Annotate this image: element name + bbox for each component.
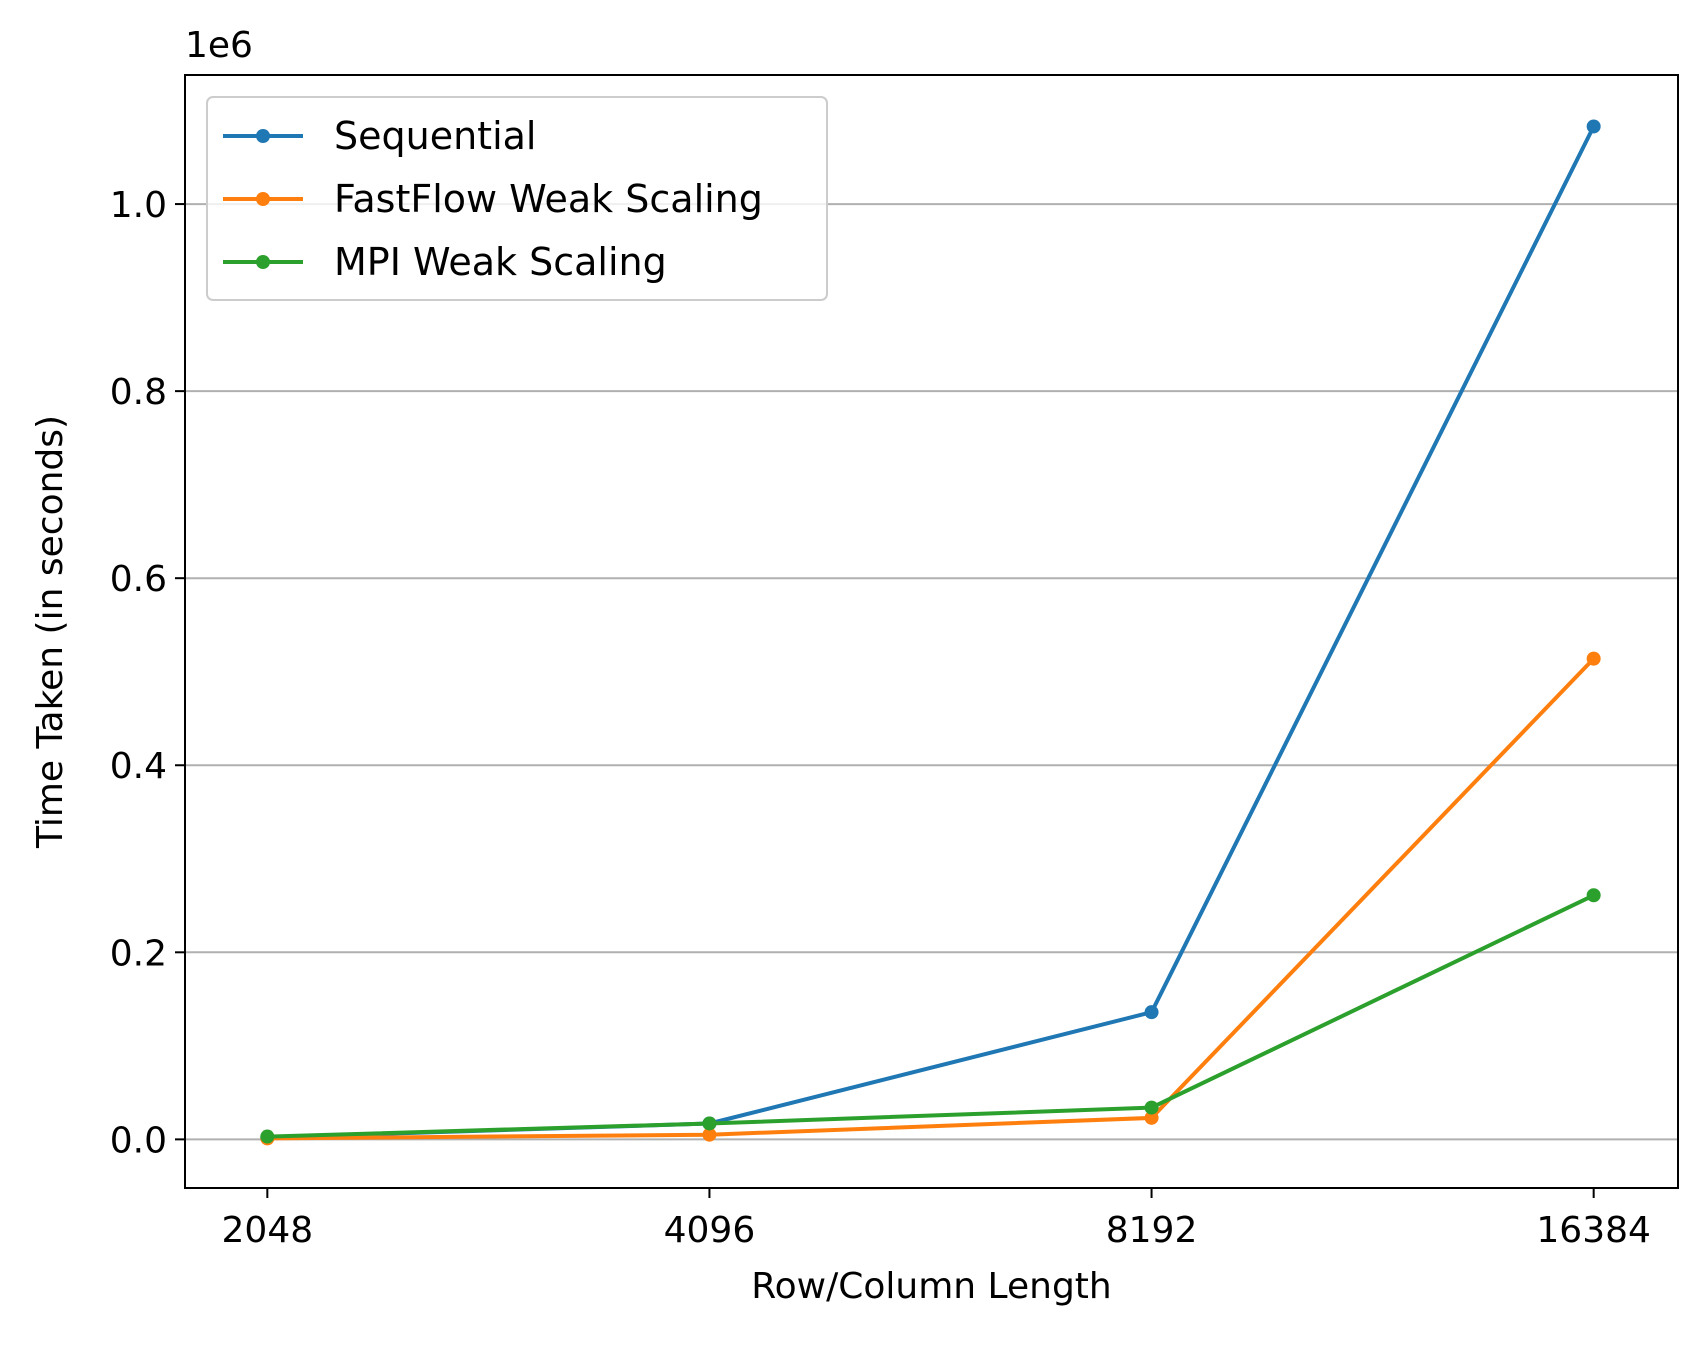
grid-lines xyxy=(185,203,1678,1141)
y-offset-label: 1e6 xyxy=(185,25,253,66)
legend-swatch-marker xyxy=(256,255,270,269)
y-tick-label: 1.0 xyxy=(110,185,167,226)
legend-label: FastFlow Weak Scaling xyxy=(334,177,763,221)
legend-label: MPI Weak Scaling xyxy=(334,240,667,284)
data-point xyxy=(702,1116,717,1131)
series-lines xyxy=(260,119,1601,1146)
y-tick-label: 0.0 xyxy=(110,1120,167,1161)
data-point xyxy=(1586,888,1601,903)
data-point xyxy=(1144,1100,1159,1115)
x-axis-label: Row/Column Length xyxy=(751,1266,1111,1307)
legend-entry: FastFlow Weak Scaling xyxy=(223,177,763,221)
y-tick-label: 0.6 xyxy=(110,559,167,600)
y-axis-label: Time Taken (in seconds) xyxy=(30,415,71,849)
x-tick-label: 2048 xyxy=(222,1210,314,1251)
legend-entry: MPI Weak Scaling xyxy=(223,240,667,284)
legend-entries: Sequential FastFlow Weak Scaling MPI Weak … xyxy=(223,114,763,284)
legend-swatch-marker xyxy=(256,192,270,206)
x-tick-label: 16384 xyxy=(1536,1210,1651,1251)
legend-entry: Sequential xyxy=(223,114,536,158)
data-point xyxy=(260,1129,275,1144)
series-group xyxy=(260,888,1601,1144)
y-tick-label: 0.2 xyxy=(110,933,167,974)
data-point xyxy=(1586,651,1601,666)
axis-ticks: 0.0 0.2 0.4 0.6 0.8 1.0 2048 4096 8192 16384 xyxy=(110,185,1651,1251)
x-tick-label: 4096 xyxy=(664,1210,756,1251)
series-line xyxy=(267,657,1596,1141)
data-point xyxy=(1586,119,1601,134)
data-point xyxy=(702,1127,717,1142)
y-tick-label: 0.8 xyxy=(110,372,167,413)
data-point xyxy=(1144,1005,1159,1020)
x-tick-label: 8192 xyxy=(1106,1210,1198,1251)
legend: Sequential FastFlow Weak Scaling MPI Weak … xyxy=(206,96,828,301)
legend-box xyxy=(206,96,828,301)
data-point xyxy=(1144,1110,1159,1125)
plot-frame xyxy=(184,74,1679,1189)
y-tick-label: 0.4 xyxy=(110,746,167,787)
legend-label: Sequential xyxy=(334,114,536,158)
series-line xyxy=(267,893,1595,1139)
legend-swatch-marker xyxy=(256,129,270,143)
